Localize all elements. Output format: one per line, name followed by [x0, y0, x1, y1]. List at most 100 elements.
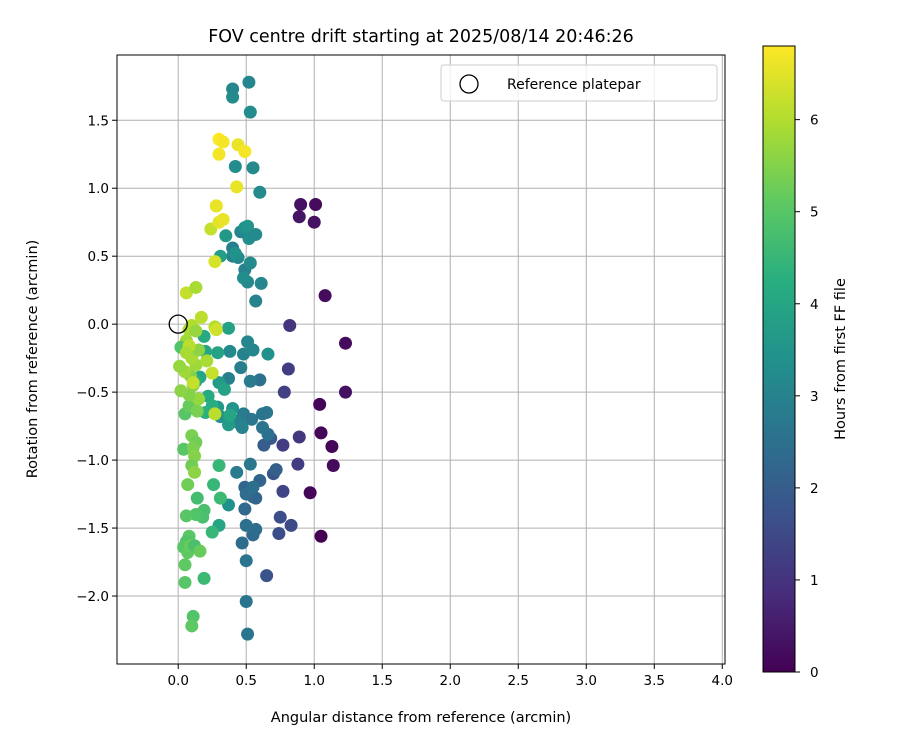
colorbar: 0 1 2 3 4 5 6 Hours from first FF file [762, 45, 849, 681]
data-point [205, 525, 219, 539]
x-tick-label: 2.5 [508, 673, 529, 689]
data-point [249, 294, 263, 308]
data-point [269, 463, 283, 477]
colorbar-tick-label: 5 [810, 205, 819, 221]
x-tick-label: 1.0 [303, 673, 324, 689]
data-point [307, 215, 321, 229]
data-point [242, 75, 256, 89]
data-point [209, 323, 223, 337]
colorbar-tick-label: 6 [810, 113, 819, 129]
data-point [208, 407, 222, 421]
data-point [211, 346, 225, 360]
data-point [257, 438, 271, 452]
legend-label-reference: Reference platepar [507, 77, 641, 93]
data-point [234, 361, 248, 375]
data-point [261, 347, 275, 361]
y-tick-label: 1.0 [88, 181, 109, 197]
data-point [239, 518, 253, 532]
data-point [254, 276, 268, 290]
data-point [276, 484, 290, 498]
data-point [253, 185, 267, 199]
data-point [284, 518, 298, 532]
x-tick-label: 0.0 [167, 673, 188, 689]
legend-box [440, 64, 718, 102]
data-point [194, 310, 208, 324]
data-point [243, 256, 257, 270]
data-point [222, 418, 236, 432]
data-point [223, 408, 237, 422]
colorbar-ticks: 0 1 2 3 4 5 6 [795, 113, 819, 681]
data-point [179, 346, 193, 360]
data-point [249, 227, 263, 241]
data-point [208, 255, 222, 269]
data-point [246, 343, 260, 357]
data-point [209, 199, 223, 213]
colorbar-tick-label: 0 [810, 665, 819, 681]
data-point [243, 105, 257, 119]
data-point [189, 507, 203, 521]
data-point [272, 527, 286, 540]
data-point [179, 286, 193, 300]
legend: Reference platepar [440, 64, 718, 102]
data-point [294, 198, 308, 212]
data-point [186, 376, 200, 390]
data-point [217, 382, 231, 396]
data-point [281, 362, 295, 376]
data-point [245, 412, 259, 426]
data-point [241, 219, 255, 233]
x-tick-label: 3.5 [644, 673, 665, 689]
data-point [216, 212, 230, 226]
data-point [238, 145, 252, 159]
chart-title: FOV centre drift starting at 2025/08/14 … [208, 27, 634, 47]
colorbar-tick-label: 2 [810, 481, 819, 497]
data-point [197, 571, 211, 585]
colorbar-tick-label: 1 [810, 573, 819, 589]
data-point [256, 420, 270, 434]
y-tick-label: 0.5 [88, 249, 109, 265]
y-tick-label: −0.5 [76, 385, 109, 401]
data-point [283, 319, 297, 333]
data-point [179, 509, 193, 523]
data-point [235, 536, 249, 550]
x-axis-ticks: 0.0 0.5 1.0 1.5 2.0 2.5 3.0 3.5 4.0 [167, 664, 733, 689]
data-point [309, 198, 323, 212]
data-point [291, 457, 305, 471]
data-point [256, 407, 270, 421]
data-point [230, 465, 244, 479]
y-tick-label: 0.0 [88, 317, 109, 333]
data-point [276, 438, 290, 452]
data-point [292, 430, 306, 444]
data-point [181, 478, 195, 492]
x-tick-label: 3.0 [576, 673, 597, 689]
data-point [277, 385, 291, 399]
x-tick-label: 0.5 [235, 673, 256, 689]
y-tick-label: −1.0 [76, 453, 109, 469]
y-axis-label: Rotation from reference (arcmin) [25, 240, 41, 479]
data-point [292, 210, 306, 224]
y-axis-ticks: −2.0 −1.5 −1.0 −0.5 0.0 0.5 1.0 1.5 [76, 113, 117, 605]
data-point [186, 609, 200, 623]
data-point [207, 478, 221, 492]
data-point [178, 575, 192, 589]
data-point [173, 359, 187, 373]
reference-marker-layer [168, 314, 188, 334]
data-points [173, 75, 353, 641]
x-tick-label: 1.5 [371, 673, 392, 689]
data-point [241, 627, 255, 641]
data-point [190, 491, 204, 505]
data-point [339, 336, 353, 350]
data-point [177, 442, 191, 456]
data-point [325, 440, 339, 453]
data-point [205, 366, 219, 380]
data-point [190, 404, 204, 418]
data-point [243, 457, 257, 471]
data-point [174, 384, 188, 398]
colorbar-label: Hours from first FF file [833, 278, 849, 440]
data-point [212, 459, 226, 473]
data-point [339, 385, 353, 399]
x-axis-label: Angular distance from reference (arcmin) [271, 710, 571, 726]
data-point [314, 529, 328, 543]
data-point [189, 280, 203, 294]
data-point [185, 619, 199, 633]
data-point [226, 90, 240, 104]
